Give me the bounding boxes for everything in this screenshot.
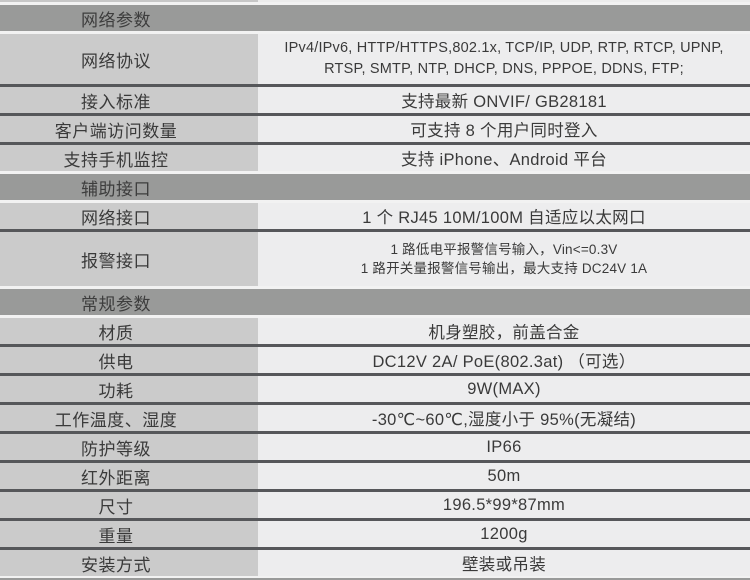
row-value: 可支持 8 个用户同时登入: [258, 116, 750, 142]
value-line-2: 1 路开关量报警信号输出，最大支持 DC24V 1A: [360, 261, 648, 276]
row-alarm-interface: 报警接口 1 路低电平报警信号输入，Vin<=0.3V 1 路开关量报警信号输出…: [0, 229, 750, 286]
row-power-supply: 供电 DC12V 2A/ PoE(802.3at) （可选）: [0, 344, 750, 373]
row-network-interface: 网络接口 1 个 RJ45 10M/100M 自适应以太网口: [0, 200, 750, 229]
row-value: 1 个 RJ45 10M/100M 自适应以太网口: [258, 203, 750, 229]
row-value: 1200g: [258, 521, 750, 547]
section-title: 常规参数: [81, 294, 151, 314]
row-value: 1 路低电平报警信号输入，Vin<=0.3V 1 路开关量报警信号输出，最大支持…: [258, 232, 750, 286]
row-material: 材质 机身塑胶，前盖合金: [0, 315, 750, 344]
row-mobile-monitoring: 支持手机监控 支持 iPhone、Android 平台: [0, 142, 750, 171]
section-title: 辅助接口: [81, 179, 151, 199]
row-value: -30℃~60℃,湿度小于 95%(无凝结): [258, 405, 750, 431]
row-value: 支持最新 ONVIF/ GB28181: [258, 87, 750, 113]
row-operating-temp-humidity: 工作温度、湿度 -30℃~60℃,湿度小于 95%(无凝结): [0, 402, 750, 431]
section-title: 网络参数: [81, 10, 151, 30]
row-value: 机身塑胶，前盖合金: [258, 318, 750, 344]
section-header-aux-interfaces: 辅助接口: [0, 171, 750, 200]
row-label: 安装方式: [0, 550, 258, 576]
row-label: 接入标准: [0, 87, 258, 113]
row-label: 红外距离: [0, 463, 258, 489]
row-value: 196.5*99*87mm: [258, 492, 750, 518]
row-weight: 重量 1200g: [0, 518, 750, 547]
row-network-protocol: 网络协议 IPv4/IPv6, HTTP/HTTPS,802.1x, TCP/I…: [0, 31, 750, 84]
section-header-network-params: 网络参数: [0, 2, 750, 31]
table-edge-bottom: [0, 576, 750, 580]
value-line-1: IPv4/IPv6, HTTP/HTTPS,802.1x, TCP/IP, UD…: [284, 40, 724, 56]
row-label: 材质: [0, 318, 258, 344]
row-label: 客户端访问数量: [0, 116, 258, 142]
row-value: 50m: [258, 463, 750, 489]
row-label: 网络协议: [0, 34, 258, 84]
row-label: 报警接口: [0, 232, 258, 286]
row-value: 9W(MAX): [258, 376, 750, 402]
row-access-standard: 接入标准 支持最新 ONVIF/ GB28181: [0, 84, 750, 113]
value-line-2: RTSP, SMTP, NTP, DHCP, DNS, PPPOE, DDNS,…: [324, 61, 684, 77]
row-label: 供电: [0, 347, 258, 373]
table-edge-top: [0, 0, 750, 2]
row-label: 尺寸: [0, 492, 258, 518]
row-value: 支持 iPhone、Android 平台: [258, 145, 750, 171]
row-installation-method: 安装方式 壁装或吊装: [0, 547, 750, 576]
row-label: 工作温度、湿度: [0, 405, 258, 431]
row-protection-rating: 防护等级 IP66: [0, 431, 750, 460]
value-line-1: 1 路低电平报警信号输入，Vin<=0.3V: [390, 241, 618, 257]
value-column-sliver: [258, 0, 750, 2]
row-value: DC12V 2A/ PoE(802.3at) （可选）: [258, 347, 750, 373]
row-power-consumption: 功耗 9W(MAX): [0, 373, 750, 402]
row-value: IPv4/IPv6, HTTP/HTTPS,802.1x, TCP/IP, UD…: [258, 34, 750, 84]
section-header-general-params: 常规参数: [0, 286, 750, 315]
row-label: 功耗: [0, 376, 258, 402]
row-label: 重量: [0, 521, 258, 547]
row-ir-distance: 红外距离 50m: [0, 460, 750, 489]
row-label: 网络接口: [0, 203, 258, 229]
row-dimensions: 尺寸 196.5*99*87mm: [0, 489, 750, 518]
row-value: 壁装或吊装: [258, 550, 750, 576]
row-label: 防护等级: [0, 434, 258, 460]
row-value: IP66: [258, 434, 750, 460]
row-client-access-count: 客户端访问数量 可支持 8 个用户同时登入: [0, 113, 750, 142]
label-column-sliver: [0, 0, 258, 2]
row-label: 支持手机监控: [0, 145, 258, 171]
